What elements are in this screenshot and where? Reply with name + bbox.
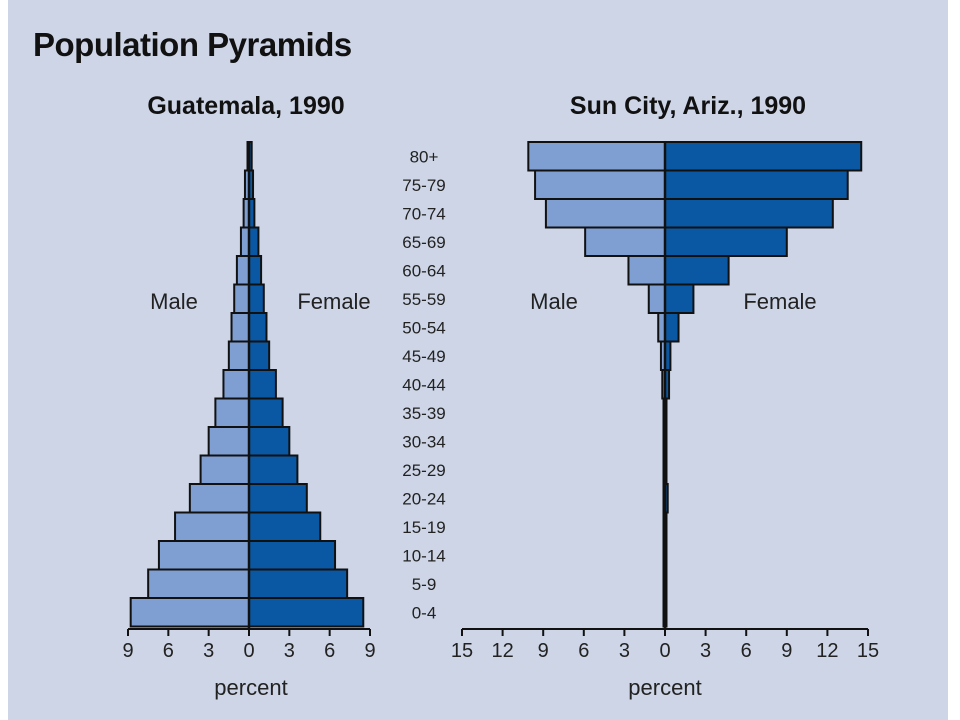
guatemala-female-bar-0-4 bbox=[248, 597, 365, 628]
guatemala-female-bar-30-34 bbox=[248, 426, 291, 457]
sun-city-x-tick-label: 9 bbox=[781, 640, 792, 662]
age-group-label: 50-54 bbox=[402, 318, 445, 337]
age-group-label: 0-4 bbox=[412, 603, 437, 622]
sun-city-female-label: Female bbox=[743, 289, 816, 314]
sun-city-female-bar-60-64 bbox=[664, 255, 730, 286]
sun-city-x-tick-label: 3 bbox=[619, 640, 630, 662]
age-group-label: 30-34 bbox=[402, 432, 445, 451]
sun-city-male-bar-65-69 bbox=[584, 226, 666, 257]
guatemala-x-axis-label: percent bbox=[214, 675, 287, 700]
sun-city-x-tick-label: 9 bbox=[538, 640, 549, 662]
guatemala-female-bar-15-19 bbox=[248, 511, 322, 542]
age-group-label: 80+ bbox=[410, 147, 439, 166]
guatemala-female-bar-50-54 bbox=[248, 312, 268, 343]
page-title: Population Pyramids bbox=[33, 26, 352, 63]
sun-city-female-bar-75-79 bbox=[664, 169, 849, 200]
sun-city-x-tick-label: 0 bbox=[659, 640, 670, 662]
guatemala-female-bar-25-29 bbox=[248, 454, 299, 485]
guatemala-female-label: Female bbox=[297, 289, 370, 314]
guatemala-x-tick-label: 6 bbox=[324, 640, 335, 662]
guatemala-x-tick-label: 6 bbox=[163, 640, 174, 662]
age-group-label: 75-79 bbox=[402, 176, 445, 195]
sun-city-x-tick-label: 6 bbox=[578, 640, 589, 662]
age-group-label: 15-19 bbox=[402, 518, 445, 537]
sun-city-male-bar-75-79 bbox=[534, 169, 667, 200]
sun-city-female-bar-55-59 bbox=[664, 283, 695, 314]
guatemala-male-bar-20-24 bbox=[188, 483, 251, 514]
sun-city-male-bar-70-74 bbox=[544, 198, 667, 229]
sun-city-female-bar-65-69 bbox=[664, 226, 788, 257]
page-margin bbox=[948, 0, 960, 720]
guatemala-male-bar-0-4 bbox=[129, 597, 250, 628]
age-group-label: 45-49 bbox=[402, 347, 445, 366]
sun-city-x-tick-label: 6 bbox=[741, 640, 752, 662]
guatemala-chart-title: Guatemala, 1990 bbox=[147, 92, 344, 120]
guatemala-female-bar-65-69 bbox=[248, 226, 260, 257]
age-group-label: 5-9 bbox=[412, 575, 437, 594]
guatemala-male-bar-50-54 bbox=[230, 312, 250, 343]
sun-city-x-axis-label: percent bbox=[628, 675, 701, 700]
sun-city-female-bar-80+ bbox=[664, 141, 863, 172]
age-group-label: 25-29 bbox=[402, 461, 445, 480]
guatemala-male-bar-25-29 bbox=[199, 454, 251, 485]
guatemala-x-tick-label: 9 bbox=[122, 640, 133, 662]
sun-city-x-tick-label: 12 bbox=[491, 640, 513, 662]
age-group-label: 35-39 bbox=[402, 404, 445, 423]
sun-city-male-bar-55-59 bbox=[647, 283, 667, 314]
guatemala-male-label: Male bbox=[150, 289, 198, 314]
guatemala-x-tick-label: 0 bbox=[243, 640, 254, 662]
age-group-label: 60-64 bbox=[402, 261, 445, 280]
guatemala-pyramid: Guatemala, 1990 Male Female percent 9 6 3 0… bbox=[122, 92, 375, 700]
guatemala-male-bar-30-34 bbox=[207, 426, 251, 457]
guatemala-x-tick-label: 3 bbox=[203, 640, 214, 662]
guatemala-male-bar-55-59 bbox=[233, 283, 250, 314]
sun-city-female-bar-70-74 bbox=[664, 198, 834, 229]
guatemala-male-bar-35-39 bbox=[214, 397, 250, 428]
sun-city-x-tick-label: 12 bbox=[816, 640, 838, 662]
sun-city-male-bar-80+ bbox=[527, 141, 667, 172]
age-group-label: 70-74 bbox=[402, 204, 445, 223]
guatemala-male-bar-15-19 bbox=[174, 511, 250, 542]
age-group-label: 40-44 bbox=[402, 375, 445, 394]
guatemala-female-bar-55-59 bbox=[248, 283, 265, 314]
age-group-label: 10-14 bbox=[402, 546, 445, 565]
sun-city-pyramid: Sun City, Ariz., 1990 Male Female percen… bbox=[402, 92, 879, 700]
age-group-label: 65-69 bbox=[402, 233, 445, 252]
sun-city-female-bar-50-54 bbox=[664, 312, 680, 343]
guatemala-male-bar-45-49 bbox=[227, 340, 250, 371]
age-group-label: 55-59 bbox=[402, 290, 445, 309]
sun-city-x-tick-label: 15 bbox=[451, 640, 473, 662]
sun-city-chart-title: Sun City, Ariz., 1990 bbox=[570, 92, 806, 120]
guatemala-female-bar-60-64 bbox=[248, 255, 263, 286]
sun-city-male-label: Male bbox=[530, 289, 578, 314]
guatemala-female-bar-20-24 bbox=[248, 483, 308, 514]
guatemala-female-bar-35-39 bbox=[248, 397, 284, 428]
guatemala-male-bar-60-64 bbox=[235, 255, 250, 286]
sun-city-x-tick-label: 3 bbox=[700, 640, 711, 662]
age-group-label: 20-24 bbox=[402, 489, 445, 508]
sun-city-x-tick-label: 15 bbox=[857, 640, 879, 662]
guatemala-x-tick-label: 9 bbox=[364, 640, 375, 662]
guatemala-female-bar-40-44 bbox=[248, 369, 277, 400]
guatemala-female-bar-45-49 bbox=[248, 340, 271, 371]
guatemala-female-bar-5-9 bbox=[248, 568, 349, 599]
sun-city-male-bar-60-64 bbox=[627, 255, 667, 286]
guatemala-x-tick-label: 3 bbox=[284, 640, 295, 662]
guatemala-male-bar-5-9 bbox=[147, 568, 251, 599]
guatemala-female-bar-10-14 bbox=[248, 540, 337, 571]
guatemala-male-bar-40-44 bbox=[222, 369, 250, 400]
guatemala-male-bar-10-14 bbox=[157, 540, 250, 571]
